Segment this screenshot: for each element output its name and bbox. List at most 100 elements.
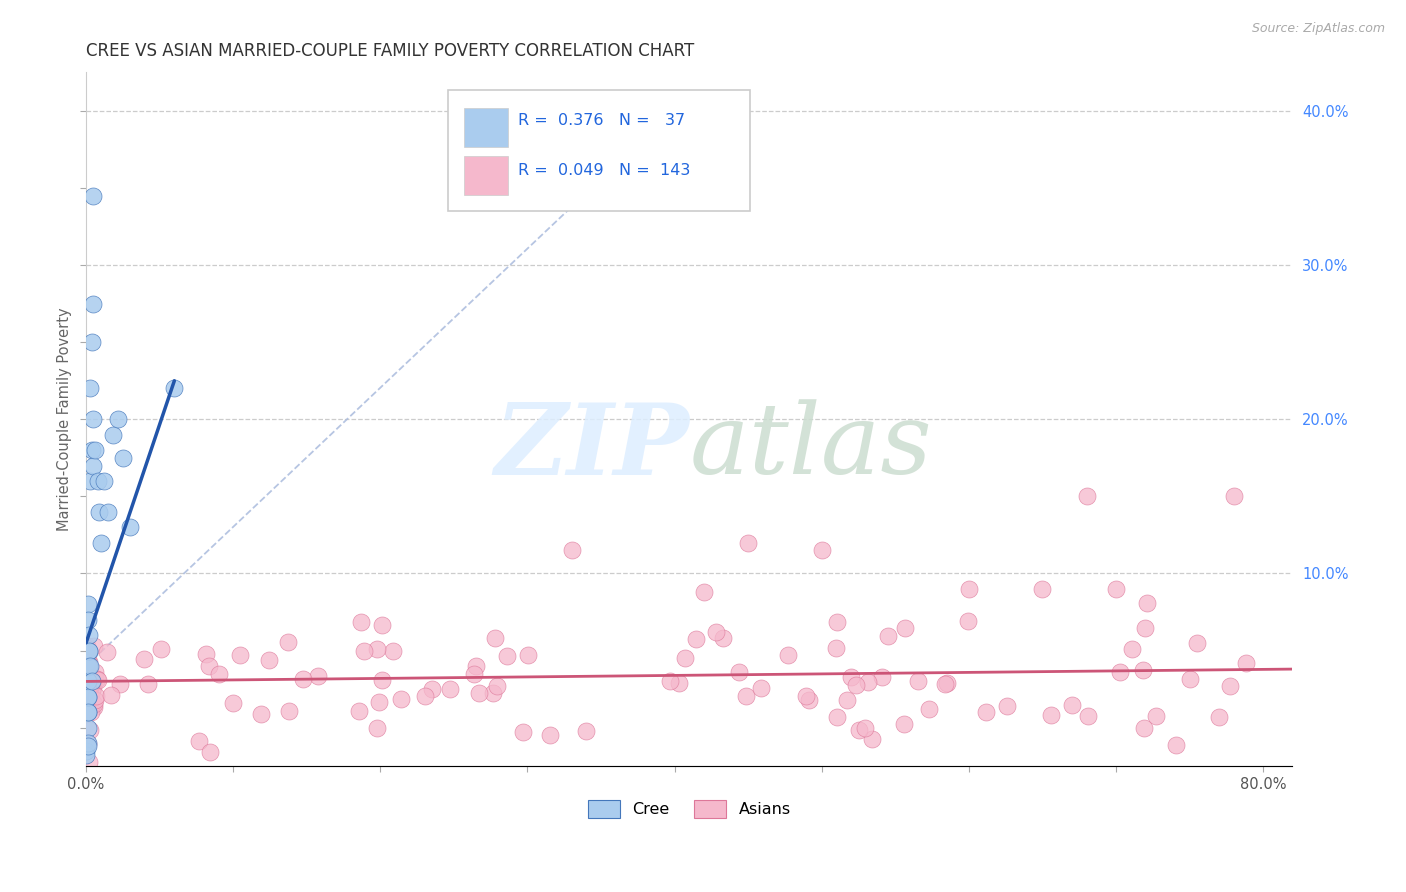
Point (1185, 636, 1208, 650)
Point (82, 697, 104, 711)
Point (77, 628, 100, 642)
Point (1077, 709, 1099, 723)
Point (87, 474, 110, 488)
Point (80, 674, 103, 689)
Point (917, 702, 939, 716)
Point (76, 691, 98, 706)
Point (1076, 490, 1098, 504)
Point (77, 673, 100, 687)
Point (75, 744, 97, 758)
Point (749, 681, 772, 695)
Point (79, 690, 101, 705)
Point (77, 643, 100, 657)
Point (658, 674, 681, 689)
Point (83, 697, 105, 711)
Point (292, 672, 315, 686)
Point (799, 693, 821, 707)
Point (76, 668, 98, 682)
Point (77, 655, 100, 669)
Point (79, 680, 101, 694)
Point (1222, 490, 1244, 504)
Point (76, 739, 98, 754)
Point (97, 505, 120, 519)
Point (389, 691, 412, 706)
Point (79, 688, 101, 702)
Point (860, 732, 883, 747)
Point (1178, 672, 1201, 686)
Point (79, 701, 101, 715)
Point (371, 673, 394, 687)
Point (463, 667, 485, 681)
Point (79, 680, 101, 694)
Point (75, 748, 97, 763)
Point (77, 643, 100, 657)
Point (229, 648, 252, 662)
Point (1136, 597, 1159, 611)
Point (90, 535, 112, 549)
Point (83, 443, 105, 458)
Point (1031, 582, 1053, 596)
Point (76, 640, 98, 654)
Point (108, 677, 131, 691)
Point (76, 657, 98, 671)
Point (957, 614, 980, 628)
Point (1105, 582, 1128, 596)
Point (1234, 656, 1257, 670)
Point (76, 690, 98, 704)
Point (76, 655, 98, 669)
Point (1164, 738, 1187, 752)
Point (120, 520, 142, 534)
Point (1039, 707, 1062, 722)
Y-axis label: Married-Couple Family Poverty: Married-Couple Family Poverty (58, 308, 72, 531)
Point (76, 737, 98, 751)
Point (853, 722, 876, 736)
Point (75, 641, 97, 656)
Text: CREE VS ASIAN MARRIED-COUPLE FAMILY POVERTY CORRELATION CHART: CREE VS ASIAN MARRIED-COUPLE FAMILY POVE… (86, 42, 695, 60)
Point (907, 674, 929, 689)
Point (83, 639, 105, 653)
Point (198, 745, 221, 759)
Point (824, 641, 846, 656)
Point (382, 644, 405, 658)
Point (706, 624, 728, 639)
Point (1132, 721, 1154, 735)
Point (893, 716, 915, 731)
Point (353, 644, 375, 658)
Point (839, 670, 862, 684)
Point (737, 535, 759, 549)
Point (77, 673, 100, 687)
Point (413, 689, 436, 703)
Text: ZIP: ZIP (495, 399, 689, 495)
Point (80, 705, 103, 719)
Point (735, 689, 758, 703)
Point (187, 734, 209, 748)
Point (76, 674, 98, 689)
Text: R =  0.049   N =  143: R = 0.049 N = 143 (517, 163, 690, 178)
Text: Source: ZipAtlas.com: Source: ZipAtlas.com (1251, 22, 1385, 36)
Point (517, 648, 540, 662)
Point (512, 725, 534, 739)
Point (257, 653, 280, 667)
Point (76, 736, 98, 750)
Point (89, 505, 111, 519)
Point (76, 721, 98, 735)
Point (79, 723, 101, 737)
Point (1133, 621, 1156, 635)
Point (221, 696, 243, 710)
Point (1121, 642, 1143, 657)
Point (350, 615, 373, 629)
Point (76, 690, 98, 704)
Point (163, 382, 186, 396)
Point (486, 679, 509, 693)
Point (79, 474, 101, 488)
Point (77, 654, 100, 668)
Point (1132, 663, 1154, 677)
Point (347, 704, 370, 718)
Point (794, 689, 817, 703)
Point (76, 659, 98, 673)
Text: atlas: atlas (689, 400, 932, 495)
FancyBboxPatch shape (449, 90, 749, 211)
Point (208, 666, 231, 681)
Point (76, 598, 98, 612)
Point (149, 642, 172, 657)
